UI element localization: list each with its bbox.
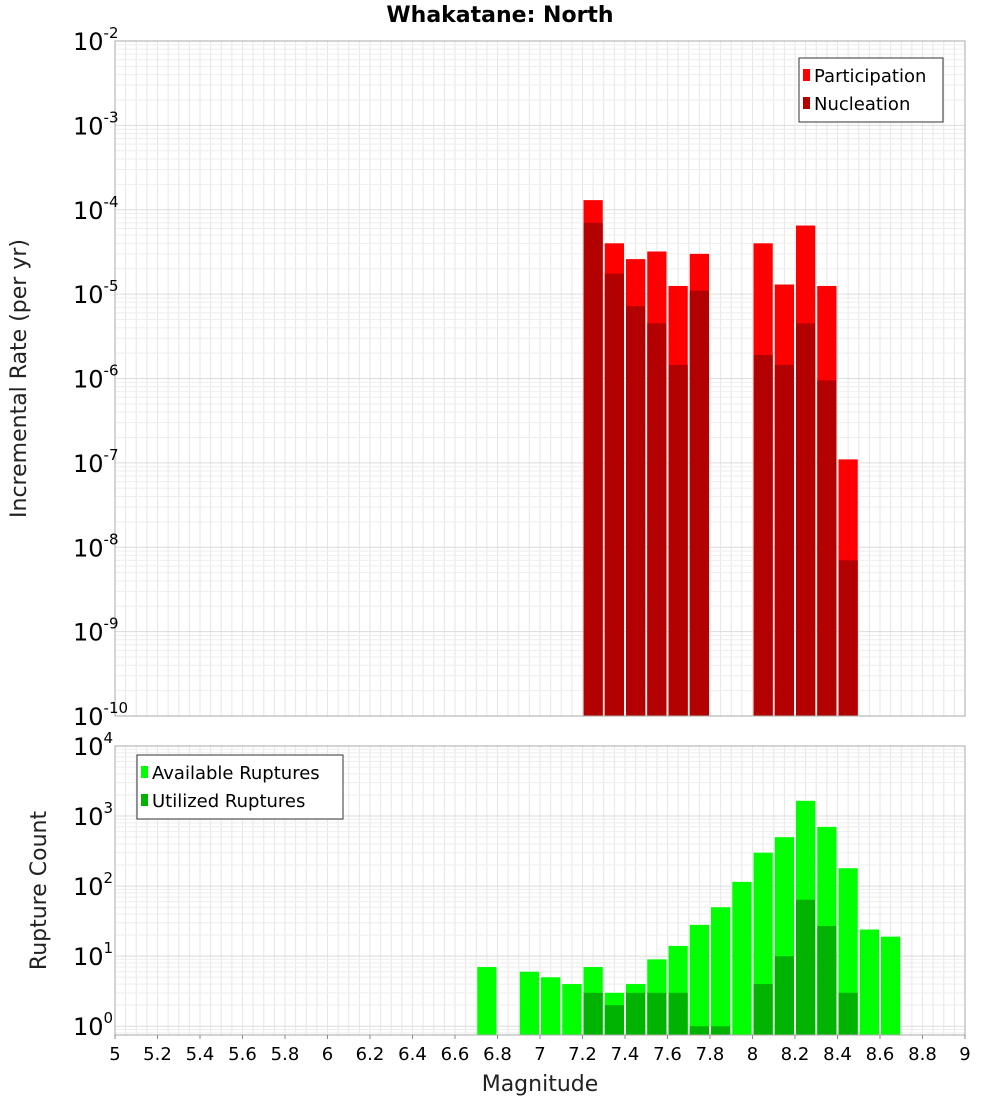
rate-legend: Participation Nucleation — [798, 57, 944, 123]
x-tick-label: 5 — [109, 1044, 120, 1065]
x-tick-label: 5.8 — [271, 1044, 300, 1065]
x-tick-label: 7.6 — [653, 1044, 682, 1065]
x-tick-label: 7.4 — [611, 1044, 640, 1065]
bar-available-ruptures — [477, 967, 497, 1035]
bar-available-ruptures — [519, 971, 539, 1035]
count-y-axis-label: Rupture Count — [27, 811, 52, 971]
x-tick-label: 6.6 — [441, 1044, 470, 1065]
bar-nucleation — [796, 323, 816, 716]
bar-utilized-ruptures — [626, 992, 646, 1035]
y-tick-label: 100 — [73, 1009, 113, 1041]
legend-label: Nucleation — [814, 94, 910, 115]
rate-panel: 10-10 10-9 10-8 10-7 10-6 10-5 10-4 10-3 10-2 In… — [7, 24, 966, 731]
bar-nucleation — [817, 380, 837, 716]
rate-bars — [583, 200, 858, 717]
y-tick-label: 10-8 — [73, 530, 119, 562]
rate-grid — [114, 40, 966, 717]
legend-swatch — [141, 766, 148, 778]
legend-label: Participation — [814, 66, 926, 87]
x-ticks: 5 5.2 5.4 5.6 5.8 6 6.2 6.4 6.6 6.8 7 7.2 7.4 7.6 7.8 8… — [109, 1035, 971, 1065]
rate-plot-border — [114, 40, 966, 717]
bar-utilized-ruptures — [753, 984, 773, 1035]
y-tick-label: 10-10 — [73, 699, 128, 731]
bar-nucleation — [774, 364, 794, 716]
y-tick-label: 10-5 — [73, 277, 119, 309]
bar-nucleation — [647, 323, 667, 716]
legend-label: Utilized Ruptures — [152, 791, 305, 812]
count-panel: 100 101 102 103 104 Rupture Count Available … — [27, 729, 971, 1097]
x-tick-label: 6.8 — [483, 1044, 512, 1065]
x-tick-label: 9 — [959, 1044, 970, 1065]
bar-nucleation — [753, 354, 773, 716]
bar-available-ruptures — [541, 977, 561, 1035]
y-tick-label: 10-7 — [73, 446, 119, 478]
bar-available-ruptures — [562, 984, 582, 1035]
count-legend: Available Ruptures Utilized Ruptures — [136, 754, 344, 820]
bar-utilized-ruptures — [647, 992, 667, 1035]
x-tick-label: 5.4 — [186, 1044, 215, 1065]
bar-available-ruptures — [711, 907, 731, 1035]
y-tick-label: 101 — [73, 939, 113, 971]
y-tick-label: 104 — [73, 729, 113, 761]
rate-y-ticks: 10-10 10-9 10-8 10-7 10-6 10-5 10-4 10-3 10-2 — [73, 24, 128, 731]
rate-y-axis-label: Incremental Rate (per yr) — [7, 239, 32, 518]
x-tick-label: 7 — [534, 1044, 545, 1065]
bar-utilized-ruptures — [817, 925, 837, 1035]
bar-available-ruptures — [859, 929, 879, 1035]
legend-box — [798, 57, 944, 123]
y-tick-label: 10-6 — [73, 362, 119, 394]
bar-nucleation — [604, 273, 624, 716]
legend-swatch — [803, 97, 810, 109]
count-y-ticks: 100 101 102 103 104 — [73, 729, 113, 1041]
bar-utilized-ruptures — [668, 992, 688, 1035]
chart-title: Whakatane: North — [386, 3, 613, 28]
bar-nucleation — [838, 560, 858, 716]
x-tick-label: 5.6 — [228, 1044, 257, 1065]
y-tick-label: 102 — [73, 869, 113, 901]
x-tick-label: 8.2 — [781, 1044, 810, 1065]
x-tick-label: 7.2 — [568, 1044, 597, 1065]
bar-available-ruptures — [689, 924, 709, 1035]
y-tick-label: 10-9 — [73, 615, 119, 647]
x-tick-label: 5.2 — [143, 1044, 172, 1065]
x-tick-label: 8.4 — [823, 1044, 852, 1065]
count-grid — [114, 745, 966, 1035]
count-bars — [477, 800, 901, 1035]
y-tick-label: 10-3 — [73, 108, 119, 140]
legend-swatch — [803, 69, 810, 81]
legend-box — [136, 754, 344, 820]
x-tick-label: 6.2 — [356, 1044, 385, 1065]
bar-utilized-ruptures — [711, 1026, 731, 1035]
y-tick-label: 10-2 — [73, 24, 119, 56]
bar-available-ruptures — [732, 881, 752, 1035]
x-tick-label: 7.8 — [696, 1044, 725, 1065]
bar-utilized-ruptures — [796, 899, 816, 1035]
bar-nucleation — [583, 222, 603, 716]
bar-utilized-ruptures — [583, 992, 603, 1035]
x-tick-label: 6 — [322, 1044, 333, 1065]
bar-utilized-ruptures — [838, 992, 858, 1035]
bar-utilized-ruptures — [774, 956, 794, 1035]
legend-swatch — [141, 794, 148, 806]
bar-utilized-ruptures — [604, 1005, 624, 1035]
x-axis-label: Magnitude — [482, 1072, 599, 1097]
legend-label: Available Ruptures — [152, 763, 320, 784]
x-tick-label: 6.4 — [398, 1044, 427, 1065]
y-tick-label: 10-4 — [73, 193, 119, 225]
x-tick-label: 8.6 — [866, 1044, 895, 1065]
x-tick-label: 8 — [747, 1044, 758, 1065]
y-tick-label: 103 — [73, 799, 113, 831]
bar-available-ruptures — [881, 936, 901, 1035]
x-tick-label: 8.8 — [908, 1044, 937, 1065]
bar-nucleation — [668, 364, 688, 716]
bar-nucleation — [689, 290, 709, 716]
bar-nucleation — [626, 306, 646, 716]
bar-utilized-ruptures — [689, 1026, 709, 1035]
